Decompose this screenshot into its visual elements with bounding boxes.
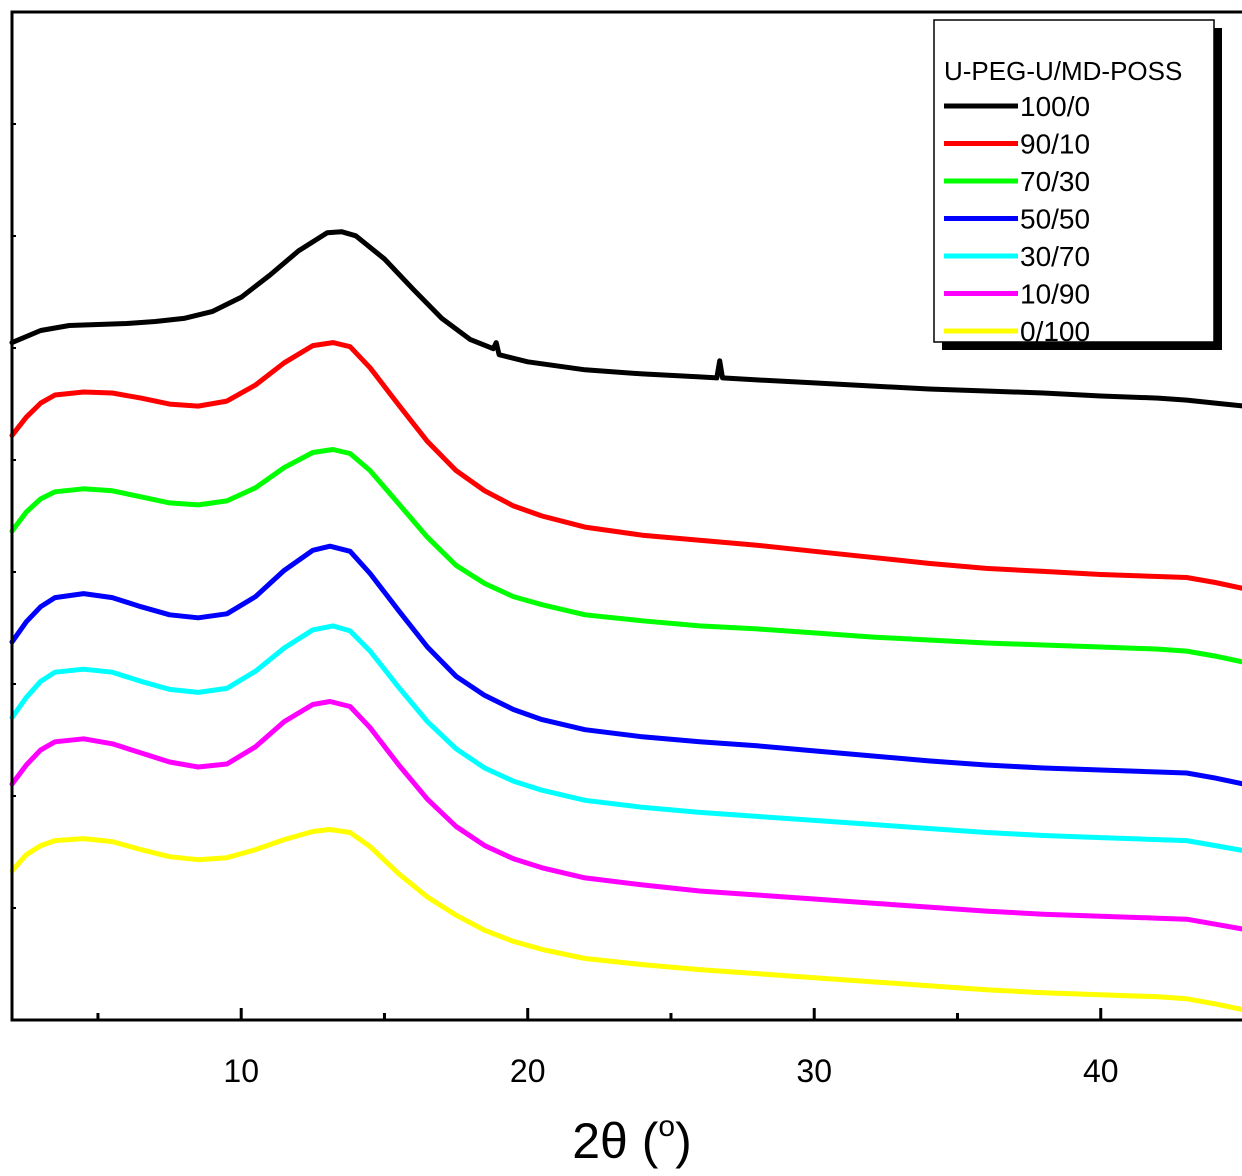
series-line-0-100 (9, 827, 1242, 1013)
legend-label: 0/100 (1020, 316, 1090, 347)
x-tick-label: 10 (223, 1053, 259, 1089)
legend-label: 100/0 (1020, 91, 1090, 122)
legend-label: 30/70 (1020, 241, 1090, 272)
plot-frame (10, 10, 1242, 1022)
y-axis (12, 11, 16, 1021)
legend-label: 70/30 (1020, 166, 1090, 197)
legend-label: 90/10 (1020, 129, 1090, 160)
legend-box (933, 19, 1215, 343)
legend-title: U-PEG-U/MD-POSS (944, 56, 1182, 86)
legend: U-PEG-U/MD-POSS 100/0 90/10 70/30 50/50 30/7… (933, 19, 1222, 350)
series-line-70-30 (9, 447, 1242, 665)
series-layer (9, 229, 1242, 1013)
series-line-90-10 (9, 340, 1242, 591)
x-tick-label: 30 (796, 1053, 832, 1089)
series-line-100-0 (9, 229, 1242, 409)
series-line-50-50 (9, 543, 1242, 787)
x-axis: 10 20 30 40 (96, 1008, 1119, 1089)
x-tick-label: 20 (510, 1053, 546, 1089)
x-tick-label: 40 (1083, 1053, 1119, 1089)
series-line-10-90 (9, 699, 1242, 932)
legend-items: 100/0 90/10 70/30 50/50 30/70 10/90 0/100 (944, 91, 1090, 347)
legend-label: 10/90 (1020, 279, 1090, 310)
x-axis-label: 2θ (o) (572, 1110, 692, 1169)
series-line-30-70 (9, 623, 1242, 853)
legend-label: 50/50 (1020, 204, 1090, 235)
